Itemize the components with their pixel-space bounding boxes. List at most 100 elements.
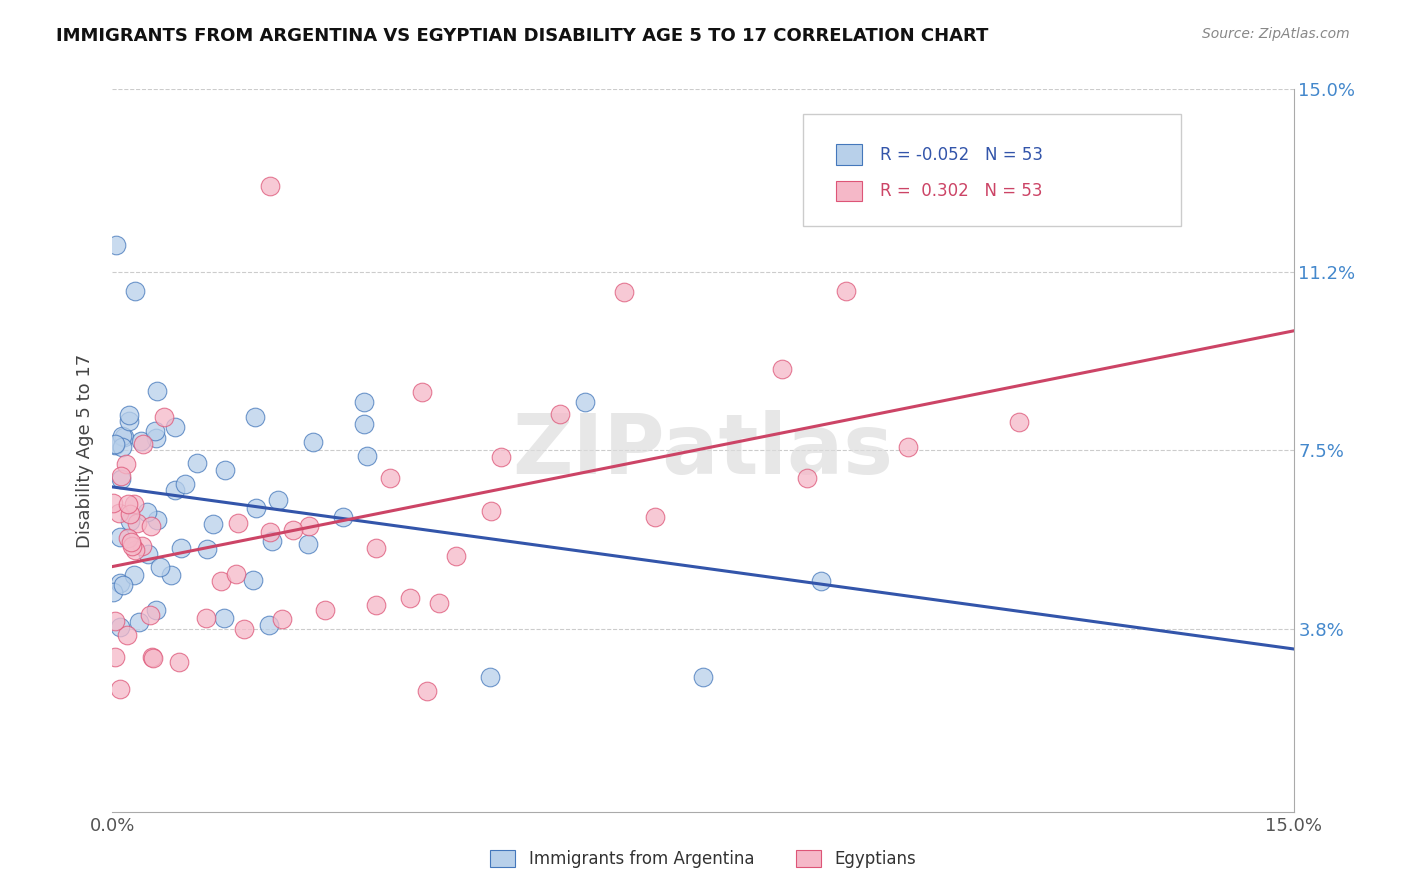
Point xyxy=(195,611,218,625)
Point xyxy=(364,599,387,613)
Point xyxy=(117,531,139,545)
Point xyxy=(366,541,388,556)
Point xyxy=(427,596,450,610)
Text: R =  0.302   N = 53: R = 0.302 N = 53 xyxy=(880,182,1043,200)
Point xyxy=(104,238,127,252)
Point xyxy=(186,456,208,470)
Point xyxy=(298,518,321,533)
Point xyxy=(143,424,166,438)
Point xyxy=(810,574,832,588)
Point xyxy=(110,468,132,483)
Legend: Immigrants from Argentina, Egyptians: Immigrants from Argentina, Egyptians xyxy=(484,843,922,875)
Point xyxy=(104,438,127,452)
Point xyxy=(314,603,336,617)
Point xyxy=(163,483,186,497)
Point xyxy=(416,684,439,698)
Point xyxy=(128,615,150,629)
Point xyxy=(267,492,290,507)
Point xyxy=(197,542,219,557)
Point xyxy=(118,515,141,529)
Point xyxy=(356,449,378,463)
Point xyxy=(770,361,793,376)
FancyBboxPatch shape xyxy=(837,180,862,202)
Point xyxy=(149,560,172,574)
Point xyxy=(122,497,145,511)
Point xyxy=(283,524,305,538)
Point xyxy=(214,463,236,477)
Point xyxy=(257,618,280,632)
Point xyxy=(127,516,149,531)
Point xyxy=(117,497,139,511)
Point xyxy=(111,429,134,443)
Point xyxy=(121,539,143,553)
Point xyxy=(242,574,264,588)
Point xyxy=(260,533,283,548)
Point xyxy=(796,471,818,485)
Point xyxy=(209,574,232,588)
Point xyxy=(201,517,224,532)
Text: ZIPatlas: ZIPatlas xyxy=(513,410,893,491)
Point xyxy=(481,504,503,518)
Point xyxy=(135,505,157,519)
Point xyxy=(169,655,191,669)
Point xyxy=(118,414,141,428)
Point xyxy=(411,385,433,400)
Point xyxy=(122,567,145,582)
Point xyxy=(302,434,325,449)
Point xyxy=(163,419,186,434)
Point xyxy=(124,542,146,557)
Point xyxy=(259,178,281,193)
Point xyxy=(613,285,636,299)
Point xyxy=(212,611,235,625)
Point xyxy=(271,612,294,626)
Point xyxy=(145,384,167,398)
Point xyxy=(129,434,152,449)
Point xyxy=(574,395,596,409)
Point xyxy=(243,410,266,425)
Point xyxy=(120,507,142,521)
Point xyxy=(479,670,502,684)
Point xyxy=(146,513,169,527)
Point xyxy=(104,650,127,665)
Point xyxy=(120,534,142,549)
Point xyxy=(124,285,146,299)
Point xyxy=(548,407,571,421)
Point xyxy=(145,431,167,445)
Point xyxy=(233,622,256,636)
Point xyxy=(159,567,181,582)
Point xyxy=(112,430,135,444)
Point xyxy=(131,539,153,553)
Point xyxy=(225,566,247,581)
Point xyxy=(139,607,162,622)
FancyBboxPatch shape xyxy=(837,145,862,165)
Point xyxy=(115,628,138,642)
Point xyxy=(378,471,401,485)
Point xyxy=(141,650,163,665)
Point xyxy=(174,477,197,491)
Point xyxy=(489,450,512,465)
Point xyxy=(399,591,422,605)
Point xyxy=(353,395,375,409)
FancyBboxPatch shape xyxy=(803,114,1181,227)
Point xyxy=(108,506,131,520)
Point xyxy=(226,516,249,530)
Point xyxy=(644,509,666,524)
Text: Source: ZipAtlas.com: Source: ZipAtlas.com xyxy=(1202,27,1350,41)
Point xyxy=(170,541,193,556)
Point xyxy=(103,614,125,628)
Point xyxy=(132,436,155,450)
Point xyxy=(153,410,176,425)
Point xyxy=(297,537,319,551)
Point xyxy=(259,524,281,539)
Point xyxy=(142,650,165,665)
Point xyxy=(896,440,918,454)
Point xyxy=(101,496,124,510)
Point xyxy=(245,500,267,515)
Point xyxy=(145,603,167,617)
Point xyxy=(103,585,125,599)
Point xyxy=(111,578,134,592)
Point xyxy=(835,285,858,299)
Point xyxy=(115,457,138,471)
Point xyxy=(110,620,132,634)
Point xyxy=(118,408,141,422)
